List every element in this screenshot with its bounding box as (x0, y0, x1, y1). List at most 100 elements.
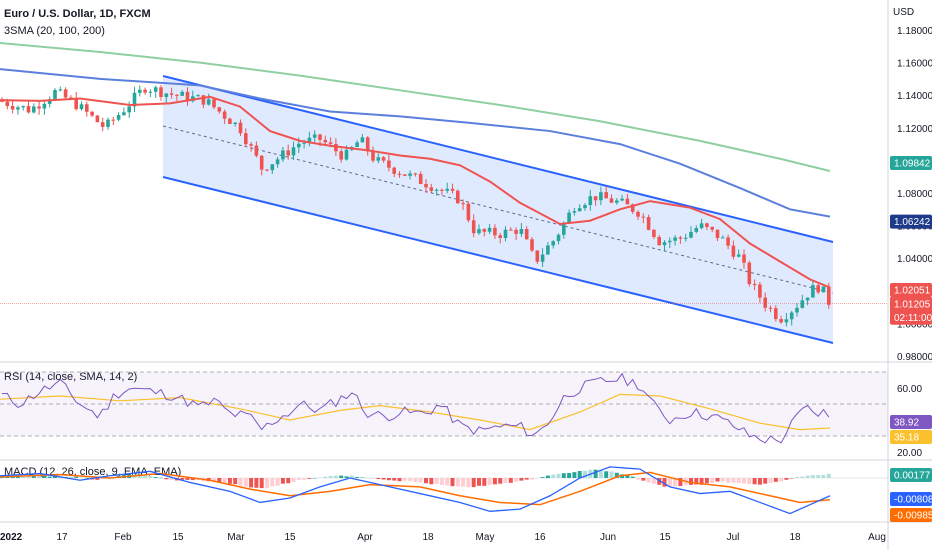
candle-body (100, 122, 105, 127)
candle (286, 144, 290, 160)
price-tag-last-bg (890, 296, 932, 325)
price-tag-countdown: 02:11:00 (894, 313, 932, 324)
candle-body (440, 189, 444, 191)
macd-histogram-bar (551, 474, 556, 478)
candle (811, 280, 815, 298)
rsi-indicator-label[interactable]: RSI (14, close, SMA, 14, 2) (4, 371, 138, 383)
price-tag-sma100: 1.06242 (894, 217, 931, 228)
macd-histogram-bar (291, 478, 296, 483)
macd-histogram-bar (572, 472, 577, 478)
macd-histogram-bar (614, 472, 619, 478)
candle (487, 223, 492, 234)
macd-signal-line (0, 471, 831, 506)
macd-histogram-bar (222, 478, 227, 484)
macd-histogram-bar (657, 478, 662, 485)
macd-histogram-bar (641, 478, 646, 481)
macd-histogram-bar (726, 478, 731, 483)
candle (795, 303, 799, 317)
time-axis-label: Mar (227, 532, 245, 543)
macd-histogram-bar (74, 476, 79, 478)
candle-body (721, 237, 725, 239)
candle (752, 279, 757, 291)
rsi-tag-value: 38.92 (894, 418, 919, 429)
candle (413, 172, 418, 177)
macd-histogram-bar (53, 475, 57, 478)
candle-body (418, 173, 423, 184)
candle (673, 235, 677, 246)
candle-body (673, 237, 677, 241)
price-axis-currency: USD (893, 7, 914, 18)
candle-body (535, 250, 540, 262)
macd-histogram-bar (307, 478, 312, 479)
rsi-line (1, 372, 830, 444)
candle (482, 228, 487, 237)
macd-histogram-bar (47, 476, 52, 478)
candle (132, 86, 137, 113)
time-axis-label: 15 (284, 532, 296, 543)
macd-histogram-bar (477, 478, 481, 486)
price-axis-tick: 1.12000 (897, 124, 932, 135)
sma-indicator-label[interactable]: 3SMA (20, 100, 200) (4, 25, 105, 37)
candle (535, 250, 540, 265)
macd-histogram-bar (524, 478, 529, 480)
macd-histogram-bar (302, 478, 307, 480)
candle-body (789, 312, 794, 320)
candle-body (811, 285, 815, 298)
candle (726, 234, 730, 250)
candle-body (233, 122, 237, 124)
macd-histogram-bar (630, 476, 635, 478)
macd-histogram-bar (164, 478, 169, 480)
candle-body (503, 229, 508, 238)
candle-body (323, 139, 328, 143)
macd-histogram-bar (190, 478, 195, 481)
candle-body (270, 164, 275, 171)
macd-histogram-bar (392, 478, 397, 481)
macd-tag-signal-bg (890, 508, 932, 522)
macd-tag-histogram: 0.00177 (894, 471, 931, 482)
symbol-title[interactable]: Euro / U.S. Dollar, 1D, FXCM (4, 8, 151, 20)
candle-body (5, 101, 10, 107)
candle (148, 89, 153, 97)
candle-body (530, 239, 534, 251)
candle (705, 222, 709, 230)
macd-histogram-bar (646, 478, 651, 483)
candle (620, 194, 624, 202)
macd-histogram-bar (651, 478, 656, 484)
candle-body (175, 94, 179, 96)
candle-body (180, 91, 184, 96)
price-axis-tick: 1.14000 (897, 91, 932, 102)
candle-body (747, 262, 752, 285)
candle (355, 140, 359, 148)
sma-100-line (0, 68, 831, 218)
candle (185, 87, 190, 106)
time-axis-label: 2022 (0, 532, 23, 543)
candle-body (731, 245, 736, 257)
macd-histogram-bar (498, 478, 503, 484)
candle-body (164, 93, 169, 98)
channel-upper-line (162, 75, 834, 243)
candle (360, 134, 365, 143)
price-axis-tick: 1.18000 (897, 26, 932, 37)
candle-body (763, 297, 767, 308)
channel-lower-line (162, 176, 834, 344)
macd-histogram-bar (333, 475, 338, 478)
candle (169, 87, 174, 99)
candle (26, 101, 31, 114)
price-axis-tick: 1.08000 (897, 189, 932, 200)
candle-body (805, 297, 810, 301)
candle (47, 96, 52, 108)
candle-body (249, 144, 253, 146)
macd-histogram-bar (227, 478, 232, 484)
candle (424, 179, 428, 193)
candle-body (355, 142, 359, 147)
macd-histogram-bar (270, 478, 275, 487)
candle-body (318, 134, 322, 140)
candle-body (668, 240, 672, 243)
candle (816, 283, 820, 295)
time-axis-label: Feb (114, 532, 132, 543)
macd-histogram-bar (0, 477, 4, 478)
candle (567, 209, 571, 224)
macd-histogram-bar (720, 478, 725, 482)
macd-histogram-bar (376, 478, 381, 480)
